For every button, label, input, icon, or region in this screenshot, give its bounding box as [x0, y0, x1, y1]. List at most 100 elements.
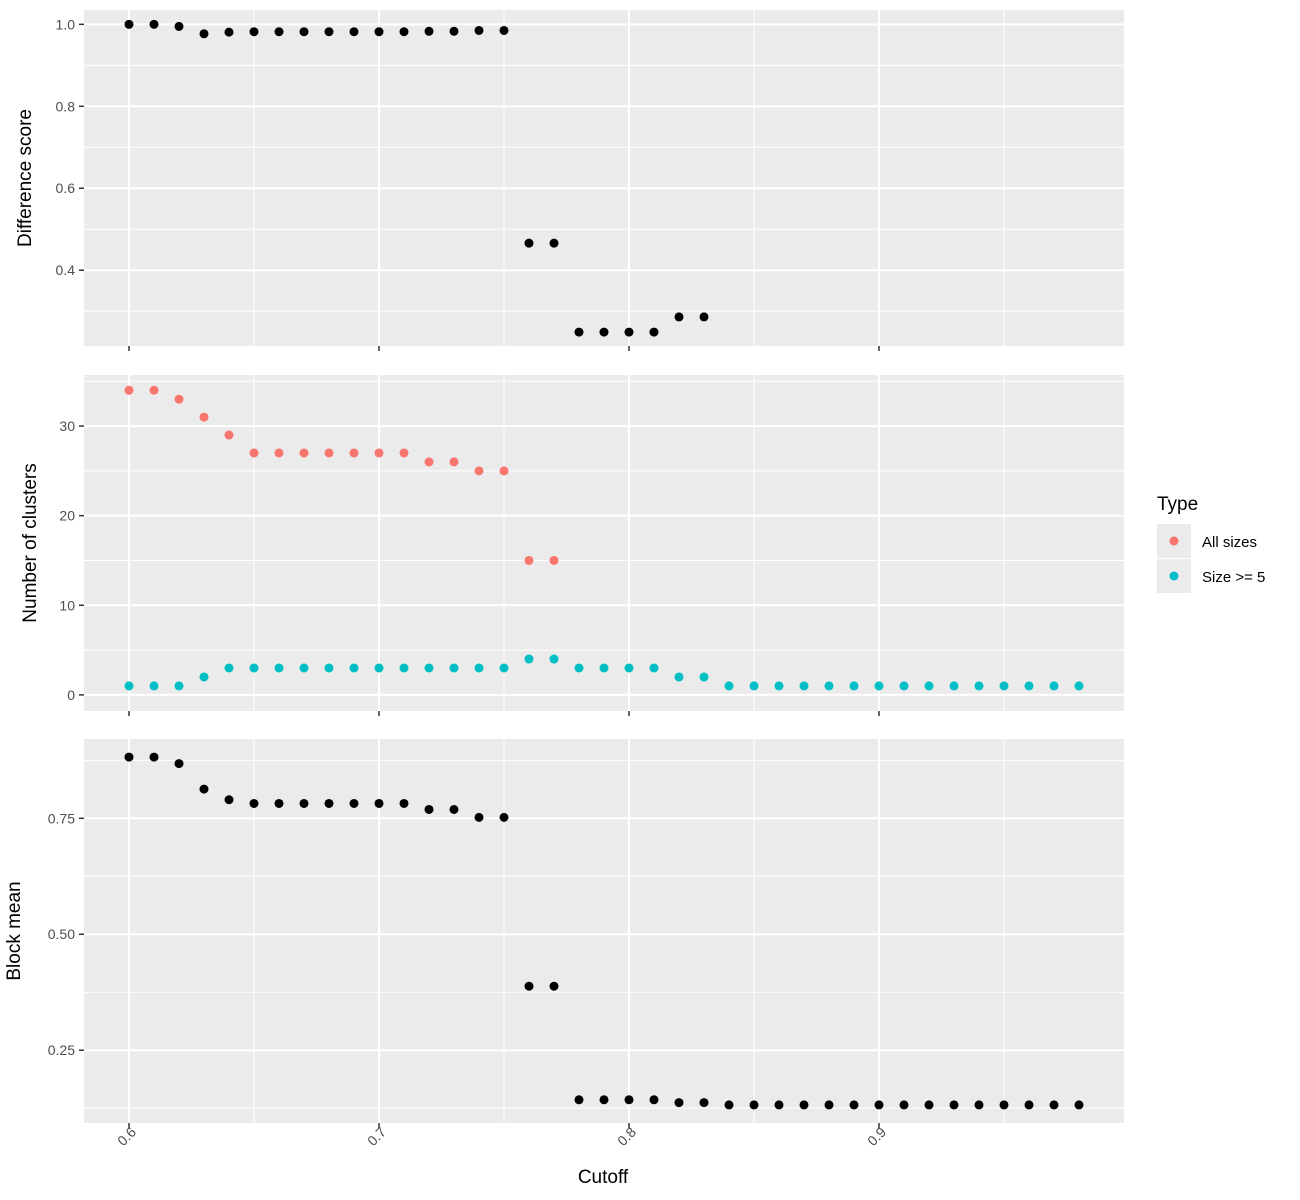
- y-axis-title: Difference score: [15, 109, 36, 247]
- data-point: [249, 27, 259, 37]
- data-point: [174, 759, 184, 769]
- y-tick-label: 0.8: [56, 98, 76, 114]
- data-point: [299, 663, 309, 673]
- data-point: [799, 681, 809, 691]
- legend: Type All sizes Size >= 5: [1157, 494, 1265, 593]
- legend-label-all-sizes: All sizes: [1202, 534, 1257, 551]
- data-point: [274, 663, 284, 673]
- y-tick-label: 0: [67, 687, 75, 703]
- data-point: [499, 466, 509, 476]
- data-point: [624, 1095, 634, 1105]
- data-point: [874, 1100, 884, 1110]
- data-point: [424, 804, 434, 814]
- y-tick-label: 10: [59, 597, 75, 613]
- y-tick-label: 30: [59, 418, 75, 434]
- data-point: [374, 663, 384, 673]
- data-point: [574, 1095, 584, 1105]
- data-point: [374, 448, 384, 458]
- data-point: [1074, 1100, 1084, 1110]
- data-point: [399, 798, 409, 808]
- data-point: [124, 385, 134, 395]
- data-point: [524, 238, 534, 248]
- y-tick-label: 0.50: [48, 926, 75, 942]
- data-point: [949, 681, 959, 691]
- data-point: [399, 27, 409, 37]
- data-point: [274, 448, 284, 458]
- data-point: [749, 681, 759, 691]
- data-point: [474, 663, 484, 673]
- data-point: [924, 1100, 934, 1110]
- panel-difference: 0.4 0.6 0.8 1.0 Difference score: [15, 10, 1124, 351]
- data-point: [424, 663, 434, 673]
- data-point: [674, 672, 684, 682]
- data-point: [299, 27, 309, 37]
- data-point: [824, 681, 834, 691]
- data-point: [949, 1100, 959, 1110]
- grid-lines: [84, 739, 1124, 1123]
- data-point: [449, 804, 459, 814]
- data-point: [824, 1100, 834, 1110]
- data-point: [699, 672, 709, 682]
- data-point: [149, 19, 159, 29]
- data-point: [349, 27, 359, 37]
- data-point: [374, 798, 384, 808]
- data-point: [349, 448, 359, 458]
- data-point: [349, 663, 359, 673]
- data-point: [374, 27, 384, 37]
- data-point: [699, 312, 709, 322]
- data-point: [924, 681, 934, 691]
- y-tick-label: 0.4: [56, 262, 76, 278]
- data-point: [724, 681, 734, 691]
- data-point: [599, 327, 609, 337]
- data-point: [399, 663, 409, 673]
- data-point: [499, 663, 509, 673]
- axis-ticks: 0.4 0.6 0.8 1.0: [56, 16, 880, 351]
- data-point: [274, 27, 284, 37]
- data-point: [499, 25, 509, 35]
- data-point: [499, 812, 509, 822]
- y-tick-label: 20: [59, 508, 75, 524]
- legend-label-size-5: Size >= 5: [1202, 569, 1265, 586]
- panel-clusters: 0 10 20 30 Number of clusters: [20, 375, 1124, 716]
- panel-background: [84, 10, 1124, 346]
- data-points: [124, 752, 1084, 1110]
- data-point: [249, 798, 259, 808]
- data-point: [224, 795, 234, 805]
- data-point: [474, 25, 484, 35]
- data-point: [549, 654, 559, 664]
- data-point: [449, 663, 459, 673]
- data-point: [124, 752, 134, 762]
- data-point: [649, 663, 659, 673]
- data-point: [799, 1100, 809, 1110]
- data-point: [624, 327, 634, 337]
- data-point: [324, 27, 334, 37]
- axis-ticks: 0.25 0.50 0.75: [48, 810, 880, 1128]
- data-point: [349, 798, 359, 808]
- data-point: [199, 784, 209, 794]
- data-point: [1049, 681, 1059, 691]
- data-point: [149, 681, 159, 691]
- data-point: [449, 457, 459, 467]
- data-point: [249, 663, 259, 673]
- data-point: [224, 663, 234, 673]
- data-point: [124, 19, 134, 29]
- y-tick-label: 0.6: [56, 180, 76, 196]
- data-point: [899, 1100, 909, 1110]
- panel-background: [84, 739, 1124, 1123]
- data-point: [599, 663, 609, 673]
- data-point: [674, 1098, 684, 1108]
- data-point: [1024, 681, 1034, 691]
- data-point: [749, 1100, 759, 1110]
- data-point: [149, 385, 159, 395]
- data-point: [774, 1100, 784, 1110]
- data-point: [199, 29, 209, 39]
- y-tick-label: 0.25: [48, 1042, 75, 1058]
- data-point: [649, 327, 659, 337]
- data-point: [649, 1095, 659, 1105]
- data-point: [474, 466, 484, 476]
- data-point: [1024, 1100, 1034, 1110]
- data-point: [899, 681, 909, 691]
- grid-lines: [84, 375, 1124, 711]
- data-point: [524, 555, 534, 565]
